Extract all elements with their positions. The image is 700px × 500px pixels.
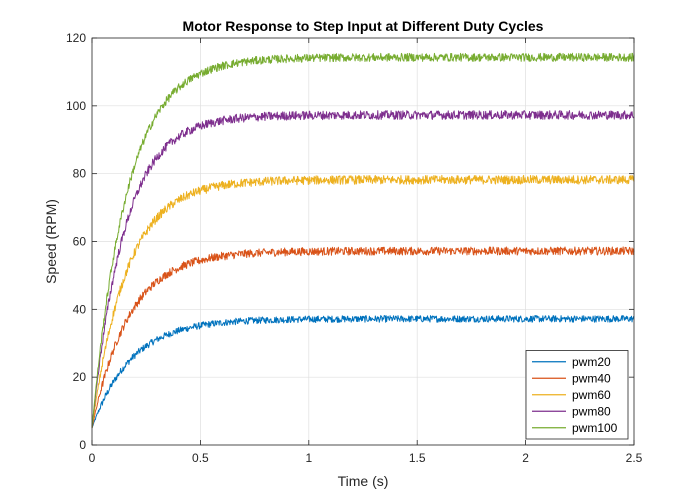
legend-label-pwm80: pwm80 xyxy=(572,404,611,418)
y-axis-label: Speed (RPM) xyxy=(43,199,59,284)
series-line-pwm80 xyxy=(91,110,635,429)
series-line-pwm60 xyxy=(91,174,635,429)
x-tick-label: 0.5 xyxy=(192,451,209,465)
series-lines xyxy=(91,52,635,429)
chart-title: Motor Response to Step Input at Differen… xyxy=(183,18,544,34)
y-tick-label: 40 xyxy=(73,302,87,316)
legend: pwm20 pwm40 pwm60 pwm80 pwm100 xyxy=(525,350,629,440)
legend-label-pwm40: pwm40 xyxy=(572,371,611,385)
x-tick-label: 0 xyxy=(89,451,96,465)
y-tick-label: 20 xyxy=(73,370,87,384)
series-line-pwm40 xyxy=(91,246,635,429)
y-tick-label: 80 xyxy=(73,167,87,181)
y-tick-label: 60 xyxy=(73,235,87,249)
legend-label-pwm60: pwm60 xyxy=(572,388,611,402)
x-tick-label: 1.5 xyxy=(409,451,426,465)
series-line-pwm100 xyxy=(91,52,635,429)
y-tick-label: 100 xyxy=(66,99,86,113)
legend-label-pwm100: pwm100 xyxy=(572,421,618,435)
y-tick-label: 120 xyxy=(66,31,86,45)
series-line-pwm20 xyxy=(91,314,635,429)
x-axis-label: Time (s) xyxy=(338,473,389,489)
x-tick-label: 2.5 xyxy=(626,451,643,465)
axis-ticks: 0 0.5 1 1.5 2 2.5 0 20 40 60 80 100 120 xyxy=(66,31,643,465)
x-tick-label: 1 xyxy=(305,451,312,465)
legend-label-pwm20: pwm20 xyxy=(572,355,611,369)
y-tick-label: 0 xyxy=(79,438,86,452)
x-tick-label: 2 xyxy=(522,451,529,465)
